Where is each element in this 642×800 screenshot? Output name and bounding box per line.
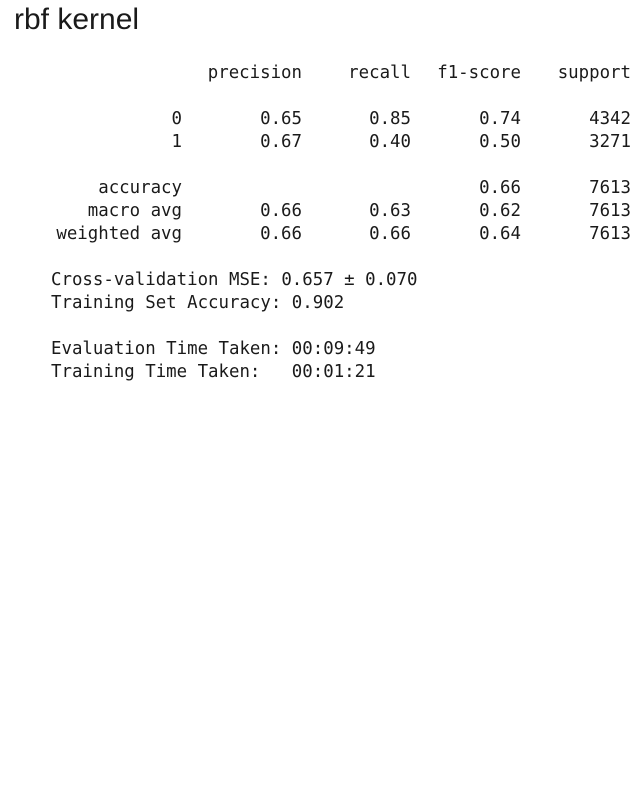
macro-avg-precision: 0.66 bbox=[260, 201, 302, 221]
row-label-weighted-avg: weighted avg bbox=[56, 224, 182, 244]
class-1-precision: 0.67 bbox=[260, 132, 302, 152]
header-precision: precision bbox=[207, 63, 302, 83]
macro-avg-support: 7613 bbox=[589, 201, 631, 221]
weighted-avg-recall: 0.66 bbox=[369, 224, 411, 244]
accuracy-precision bbox=[182, 177, 302, 200]
class-1-f1-score: 0.50 bbox=[479, 132, 521, 152]
class-1-support: 3271 bbox=[589, 132, 631, 152]
page-title: rbf kernel bbox=[14, 3, 140, 36]
header-f1-score: f1-score bbox=[437, 63, 521, 83]
row-label-class-1: 1 bbox=[171, 132, 182, 152]
row-label-accuracy: accuracy bbox=[98, 178, 182, 198]
class-0-support: 4342 bbox=[589, 109, 631, 129]
header-recall: recall bbox=[348, 63, 411, 83]
macro-avg-recall: 0.63 bbox=[369, 201, 411, 221]
header-support: support bbox=[557, 63, 631, 83]
weighted-avg-support: 7613 bbox=[589, 224, 631, 244]
weighted-avg-precision: 0.66 bbox=[260, 224, 302, 244]
row-label-class-0: 0 bbox=[171, 109, 182, 129]
row-label-macro-avg: macro avg bbox=[87, 201, 182, 221]
macro-avg-f1-score: 0.62 bbox=[479, 201, 521, 221]
accuracy-support: 7613 bbox=[589, 178, 631, 198]
training-set-accuracy: Training Set Accuracy: 0.902 bbox=[51, 293, 345, 313]
class-1-recall: 0.40 bbox=[369, 132, 411, 152]
class-0-precision: 0.65 bbox=[260, 109, 302, 129]
accuracy-recall bbox=[302, 177, 411, 200]
accuracy-f1-score: 0.66 bbox=[479, 178, 521, 198]
classification-report: precision recall f1-score support 0 0.65… bbox=[51, 63, 631, 382]
training-time: Training Time Taken: 00:01:21 bbox=[51, 362, 376, 382]
weighted-avg-f1-score: 0.64 bbox=[479, 224, 521, 244]
evaluation-time: Evaluation Time Taken: 00:09:49 bbox=[51, 339, 376, 359]
cross-validation-mse: Cross-validation MSE: 0.657 ± 0.070 bbox=[51, 270, 418, 290]
class-0-recall: 0.85 bbox=[369, 109, 411, 129]
class-0-f1-score: 0.74 bbox=[479, 109, 521, 129]
